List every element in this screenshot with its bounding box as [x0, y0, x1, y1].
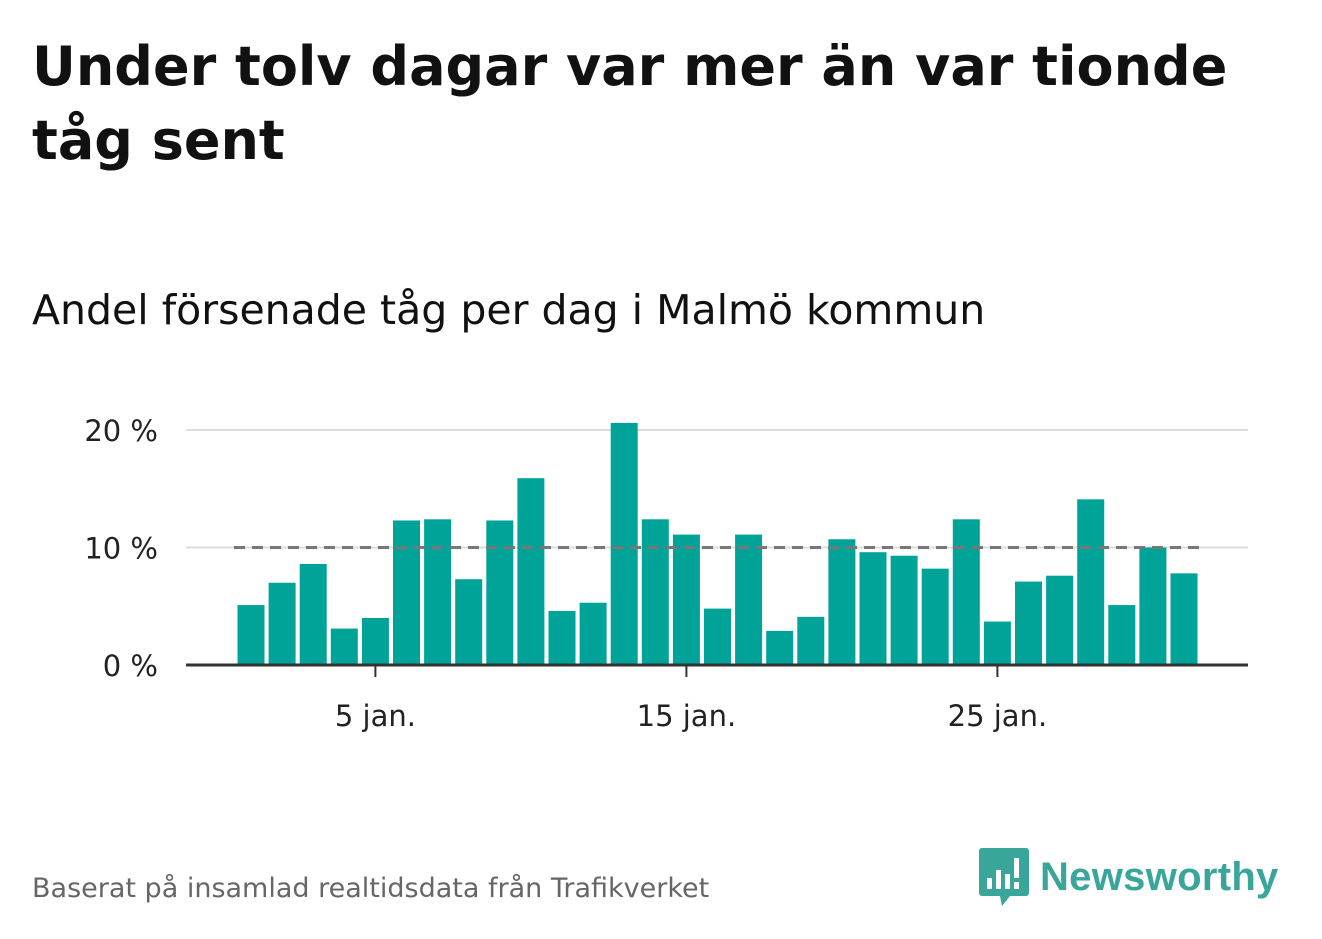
- bar: [1015, 581, 1042, 665]
- bar: [797, 616, 825, 665]
- bar: [330, 628, 358, 665]
- bar: [455, 579, 483, 665]
- bar: [1139, 547, 1167, 665]
- bar: [548, 610, 576, 665]
- newsworthy-logo: Newsworthy: [978, 846, 1279, 908]
- bar: [1108, 605, 1136, 665]
- y-tick-label: 0 %: [103, 649, 158, 683]
- bar: [1170, 573, 1198, 665]
- source-note: Baserat på insamlad realtidsdata från Tr…: [32, 873, 710, 904]
- bar: [517, 478, 545, 665]
- bar: [704, 608, 731, 665]
- axes: 0 % 10 % 20 % 5 jan. 15 jan. 25 jan.: [84, 414, 1248, 733]
- bar: [828, 539, 856, 665]
- bar: [766, 630, 794, 665]
- bar: [672, 534, 700, 665]
- bar: [268, 582, 296, 665]
- bar: [424, 519, 452, 665]
- bar: [237, 605, 265, 665]
- bar: [579, 602, 607, 665]
- x-tick-label: 5 jan.: [335, 699, 416, 733]
- bar: [890, 555, 918, 665]
- bar: [641, 519, 669, 665]
- chart-subtitle: Andel försenade tåg per dag i Malmö komm…: [32, 286, 986, 334]
- bar: [610, 422, 638, 665]
- bar: [921, 568, 949, 665]
- y-tick-label: 10 %: [84, 532, 158, 566]
- bar: [486, 520, 514, 665]
- bar: [1077, 499, 1105, 665]
- bars: [237, 422, 1198, 665]
- bar-chart: 0 % 10 % 20 % 5 jan. 15 jan. 25 jan.: [84, 414, 1248, 733]
- bar: [859, 552, 887, 665]
- bar: [983, 621, 1011, 665]
- bar: [361, 618, 389, 665]
- x-tick-label: 15 jan.: [637, 699, 737, 733]
- brand-name: Newsworthy: [1040, 854, 1279, 899]
- bar: [1046, 575, 1074, 665]
- bar: [952, 519, 980, 665]
- bar: [735, 534, 763, 665]
- bar: [299, 563, 327, 665]
- x-tick-label: 25 jan.: [948, 699, 1048, 733]
- newsworthy-logo-icon: [979, 848, 1029, 906]
- y-tick-label: 20 %: [84, 414, 158, 448]
- bar: [393, 520, 420, 665]
- chart-title: Under tolv dagar var mer än var tionde t…: [32, 35, 1228, 172]
